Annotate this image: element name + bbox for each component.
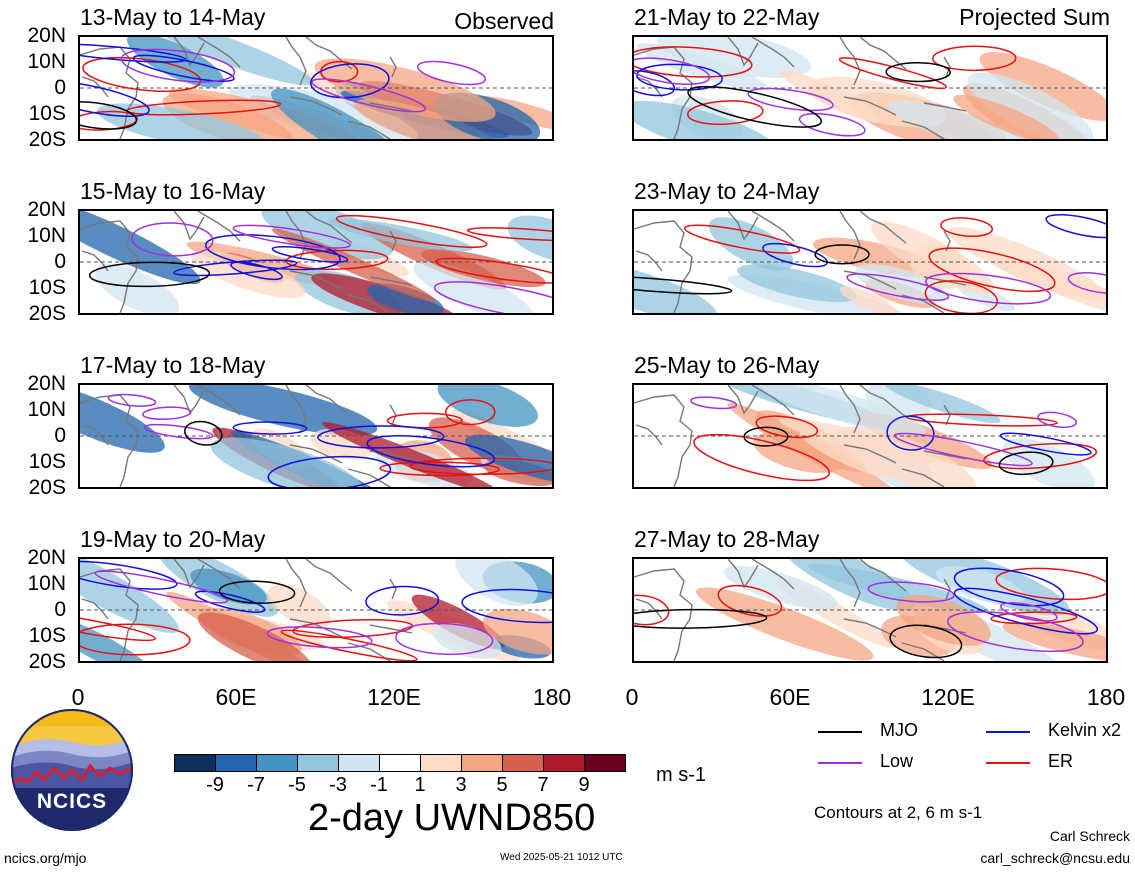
legend-line-er: [986, 762, 1030, 764]
map-field: [80, 559, 552, 661]
lat-label: 20S: [28, 128, 66, 151]
colorbar-label: -7: [247, 774, 265, 796]
author: Carl Schreck: [1049, 828, 1130, 844]
ncics-logo: NCICS: [10, 708, 134, 832]
lon-label: 120E: [367, 684, 421, 710]
map-field: [634, 37, 1106, 139]
legend-line-mjo: [818, 731, 862, 733]
colorbar-label: -1: [370, 774, 388, 796]
lat-label: 20N: [27, 198, 66, 221]
panel-label-projected: Projected Sum: [959, 4, 1110, 30]
contours-note: Contours at 2, 6 m s-1: [814, 803, 983, 822]
lat-label: 10S: [28, 102, 66, 125]
website-link[interactable]: ncics.org/mjo: [4, 850, 87, 866]
lat-label: 10N: [27, 224, 66, 247]
panel-title: 15-May to 16-May: [80, 178, 266, 204]
colorbar-label: 5: [496, 774, 508, 796]
colorbar-label: -9: [206, 774, 224, 796]
lat-label: 20N: [27, 24, 66, 47]
map-panel: [78, 557, 554, 663]
lat-label: 20S: [28, 302, 66, 325]
lat-label: 20S: [28, 476, 66, 499]
lat-label: 10N: [27, 50, 66, 73]
map-panel: [78, 209, 554, 315]
lon-label: 180: [1086, 684, 1126, 710]
colorbar-swatch: [297, 754, 339, 772]
panel-label-observed: Observed: [454, 8, 554, 34]
colorbar-swatch: [338, 754, 380, 772]
colorbar-label: 3: [455, 774, 467, 796]
lon-label: 60E: [769, 684, 811, 710]
colorbar-label: 1: [414, 774, 426, 796]
colorbar-swatch: [215, 754, 257, 772]
panel-title: 23-May to 24-May: [634, 178, 820, 204]
legend-label-er: ER: [1048, 751, 1074, 771]
panel-title: 13-May to 14-May: [80, 4, 266, 30]
colorbar-swatch: [379, 754, 421, 772]
colorbar-swatch: [502, 754, 544, 772]
colorbar-swatch: [584, 754, 626, 772]
logo-graphic: [11, 709, 133, 831]
panel-title: 25-May to 26-May: [634, 352, 820, 378]
map-panel: [78, 383, 554, 489]
lat-label: 0: [54, 250, 66, 273]
lat-label: 20N: [27, 372, 66, 395]
lat-label: 10S: [28, 624, 66, 647]
map-panel: [78, 35, 554, 141]
lat-label: 10N: [27, 572, 66, 595]
colorbar-label: -3: [329, 774, 347, 796]
colorbar-label: 7: [537, 774, 549, 796]
colorbar-label: 9: [578, 774, 590, 796]
lat-label: 10N: [27, 398, 66, 421]
legend-label-low: Low: [880, 751, 914, 771]
lat-label: 10S: [28, 276, 66, 299]
map-field: [634, 385, 1106, 487]
lon-label: 0: [71, 684, 85, 710]
lat-label: 0: [54, 424, 66, 447]
author-email[interactable]: carl_schreck@ncsu.edu: [980, 850, 1130, 866]
legend-label-mjo: MJO: [880, 720, 918, 740]
colorbar-swatch: [174, 754, 216, 772]
colorbar-swatch: [256, 754, 298, 772]
colorbar-swatch: [420, 754, 462, 772]
map-field: [80, 385, 552, 487]
panel-title: 27-May to 28-May: [634, 526, 820, 552]
lon-label: 120E: [921, 684, 975, 710]
lon-label: 60E: [215, 684, 257, 710]
lon-label: 0: [625, 684, 639, 710]
panel-title: 17-May to 18-May: [80, 352, 266, 378]
lat-label: 0: [54, 598, 66, 621]
map-field: [634, 211, 1106, 313]
chart-title: 2-day UWND850: [308, 797, 596, 839]
colorbar-swatch: [461, 754, 503, 772]
lat-label: 10S: [28, 450, 66, 473]
timestamp: Wed 2025-05-21 1012 UTC: [500, 852, 623, 863]
colorbar-swatch: [543, 754, 585, 772]
logo-text: NCICS: [36, 790, 108, 813]
lat-label: 0: [54, 76, 66, 99]
map-panel: [632, 35, 1108, 141]
map-panel: [632, 557, 1108, 663]
map-field: [634, 559, 1106, 661]
colorbar-units: m s-1: [656, 764, 706, 786]
legend-line-low: [818, 762, 862, 764]
panel-title: 21-May to 22-May: [634, 4, 820, 30]
map-field: [80, 211, 552, 313]
legend-label-kelvin: Kelvin x2: [1048, 720, 1122, 740]
lat-label: 20S: [28, 650, 66, 673]
map-panel: [632, 209, 1108, 315]
panel-title: 19-May to 20-May: [80, 526, 266, 552]
colorbar-label: -5: [288, 774, 306, 796]
map-field: [80, 37, 552, 139]
lat-label: 20N: [27, 546, 66, 569]
lon-label: 180: [532, 684, 572, 710]
map-panel: [632, 383, 1108, 489]
legend-line-kelvin: [986, 731, 1030, 733]
